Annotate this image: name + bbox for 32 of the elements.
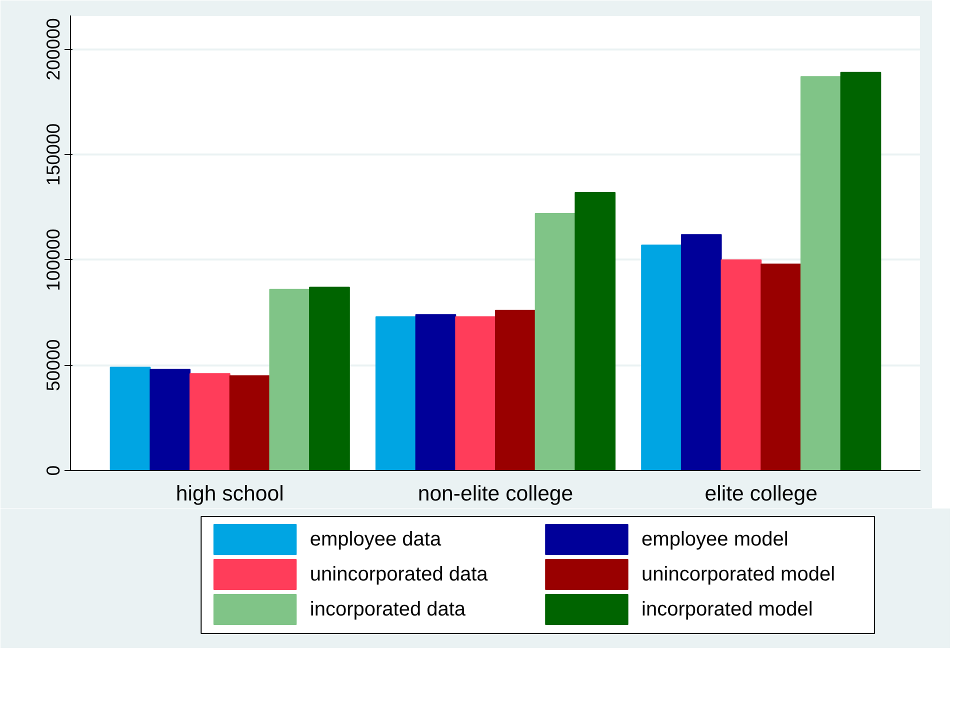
bar	[455, 316, 496, 470]
x-tick-label: non-elite college	[418, 482, 574, 506]
bar	[375, 316, 416, 470]
bar	[150, 368, 191, 470]
legend-label: incorporated data	[310, 598, 466, 620]
y-tick-label: 50000	[42, 339, 64, 392]
bar	[641, 244, 682, 470]
bar	[680, 234, 722, 470]
bar	[760, 264, 802, 470]
x-tick-label: elite college	[704, 482, 818, 506]
legend-label: unincorporated model	[642, 564, 836, 586]
y-tick-label: 150000	[42, 123, 64, 186]
legend-label: unincorporated data	[310, 564, 489, 586]
bar	[574, 192, 616, 470]
bar	[534, 213, 576, 470]
legend-label: employee model	[642, 528, 788, 550]
bar	[309, 286, 350, 470]
bar	[495, 310, 536, 470]
y-tick-label: 0	[42, 465, 64, 476]
y-tick-label: 200000	[42, 18, 64, 80]
legend-label: employee data	[310, 528, 442, 550]
y-tick-label: 100000	[42, 228, 64, 291]
legend-label: incorporated model	[642, 598, 813, 620]
bar	[415, 314, 456, 470]
bar	[110, 366, 151, 470]
x-tick-label: high school	[176, 482, 284, 506]
bar	[229, 375, 270, 470]
bar	[840, 72, 882, 470]
bar	[269, 288, 310, 470]
bar	[800, 76, 842, 470]
bar	[720, 259, 762, 470]
bar	[190, 373, 230, 470]
